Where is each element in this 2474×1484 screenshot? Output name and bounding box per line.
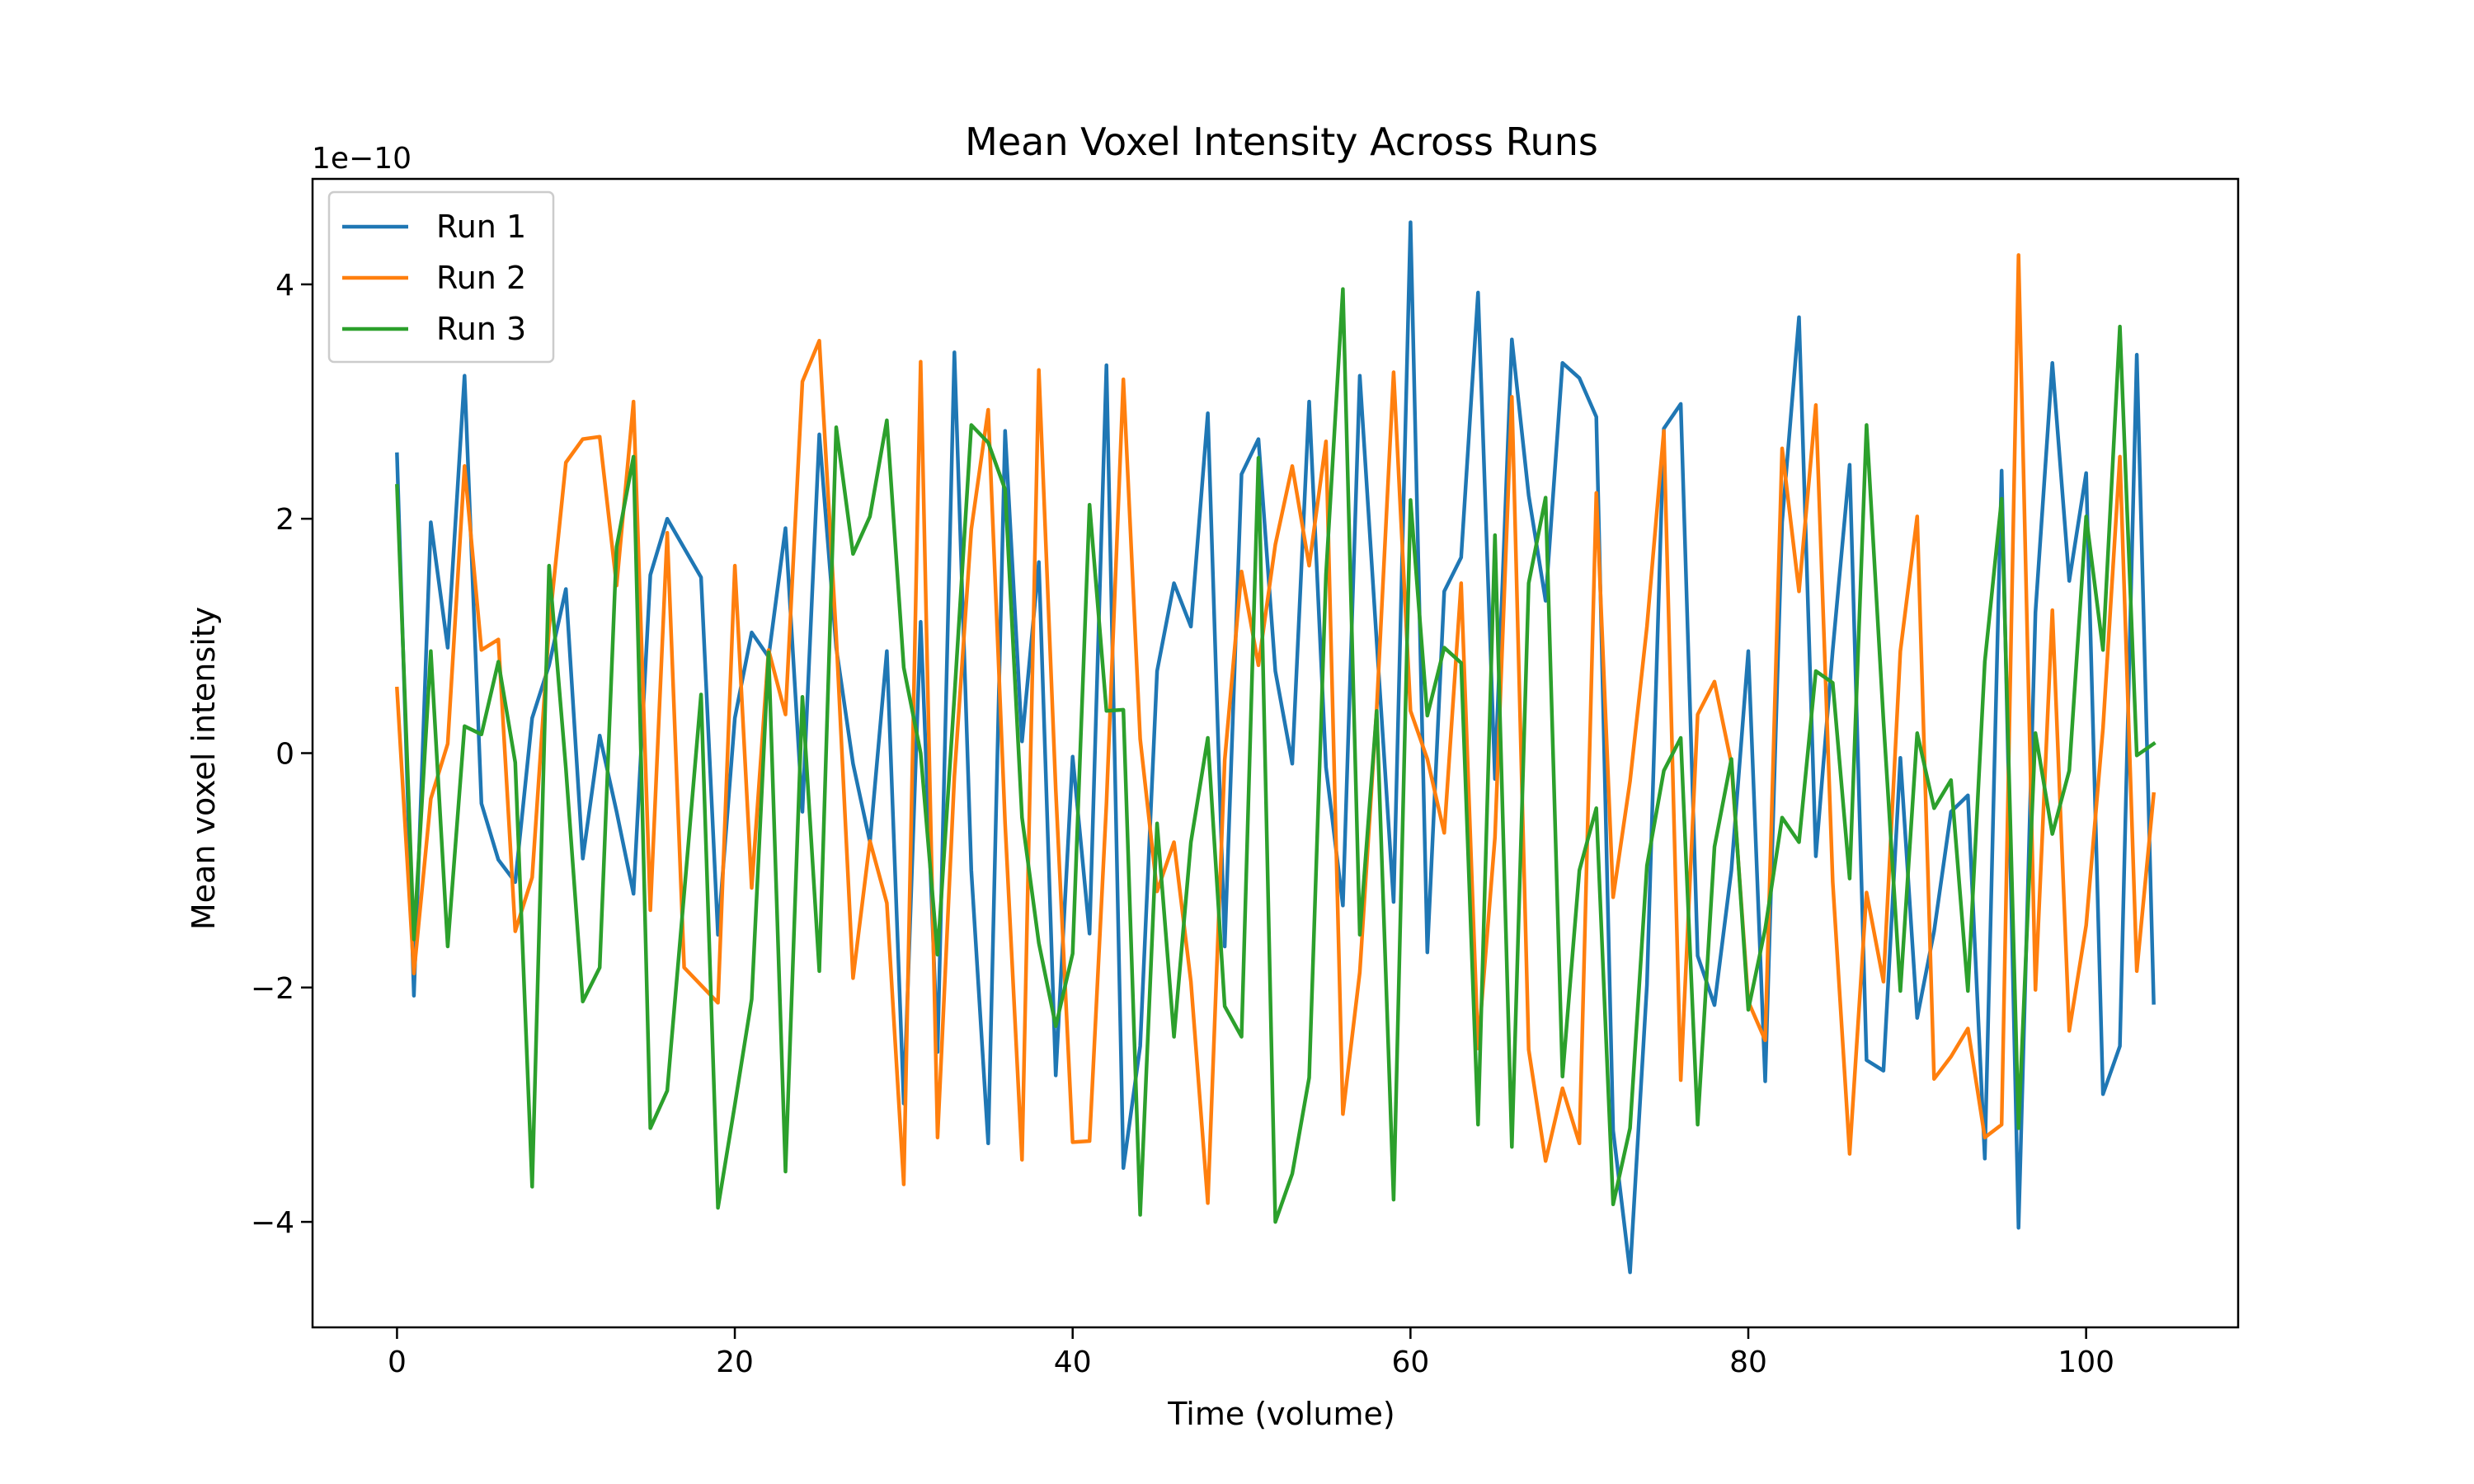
y-tick-label: −2 bbox=[251, 972, 294, 1006]
legend-label-run-2: Run 2 bbox=[436, 260, 526, 296]
plot-series bbox=[395, 220, 2157, 1275]
series-line-run-3 bbox=[395, 287, 2157, 1224]
legend-label-run-1: Run 1 bbox=[436, 209, 526, 245]
series-line-run-2 bbox=[395, 253, 2157, 1205]
x-tick-label: 80 bbox=[1729, 1345, 1767, 1379]
legend: Run 1 Run 2 Run 3 bbox=[327, 190, 555, 364]
y-tick-label: 2 bbox=[275, 503, 294, 537]
x-axis-ticks: 0 20 40 60 80 100 bbox=[388, 1327, 2114, 1379]
x-axis-label: Time (volume) bbox=[1167, 1396, 1395, 1432]
chart-title: Mean Voxel Intensity Across Runs bbox=[965, 120, 1598, 164]
y-offset-text: 1e−10 bbox=[312, 142, 412, 176]
y-axis-label: Mean voxel intensity bbox=[186, 607, 222, 930]
series-line-run-1 bbox=[395, 220, 2156, 1275]
legend-box bbox=[327, 190, 555, 364]
y-tick-label: −4 bbox=[251, 1206, 294, 1240]
x-tick-label: 0 bbox=[388, 1345, 407, 1379]
y-tick-label: 0 bbox=[275, 738, 294, 772]
legend-label-run-3: Run 3 bbox=[436, 311, 526, 347]
y-tick-label: 4 bbox=[275, 269, 294, 303]
plot-frame bbox=[311, 177, 2240, 1329]
y-axis-ticks: −4 −2 0 2 4 bbox=[251, 269, 313, 1240]
x-tick-label: 40 bbox=[1054, 1345, 1092, 1379]
x-tick-label: 60 bbox=[1391, 1345, 1429, 1379]
x-tick-label: 100 bbox=[2058, 1345, 2114, 1379]
x-tick-label: 20 bbox=[716, 1345, 754, 1379]
